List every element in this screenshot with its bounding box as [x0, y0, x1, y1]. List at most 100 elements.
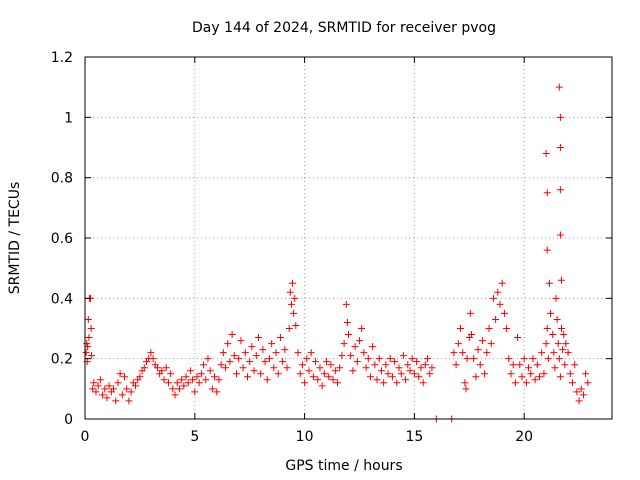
data-point — [380, 379, 388, 387]
data-point — [287, 300, 295, 308]
data-point — [498, 279, 506, 287]
data-point — [454, 340, 462, 348]
data-point — [426, 370, 434, 378]
data-point — [527, 370, 535, 378]
data-point — [404, 361, 412, 369]
data-point — [90, 379, 98, 387]
data-point — [554, 340, 562, 348]
data-point — [219, 349, 227, 357]
data-point — [289, 279, 297, 287]
data-point — [147, 349, 155, 357]
data-point — [226, 358, 234, 366]
data-point — [579, 391, 587, 399]
data-point — [542, 150, 550, 158]
data-point — [533, 361, 541, 369]
data-point — [538, 349, 546, 357]
data-point — [197, 370, 205, 378]
data-point — [127, 388, 135, 396]
grid — [85, 57, 612, 419]
data-point — [419, 379, 427, 387]
data-point — [520, 355, 528, 363]
data-point — [467, 331, 475, 339]
data-point — [235, 355, 243, 363]
series-pvog — [82, 83, 592, 423]
data-point — [316, 364, 324, 372]
data-point — [369, 343, 377, 351]
data-point — [228, 331, 236, 339]
data-point — [325, 373, 333, 381]
data-point — [92, 388, 100, 396]
data-point — [320, 370, 328, 378]
data-point — [462, 385, 470, 393]
data-point — [489, 294, 497, 302]
data-point — [305, 367, 313, 375]
x-tick-label: 10 — [296, 429, 314, 445]
data-point — [452, 361, 460, 369]
data-point — [371, 361, 379, 369]
data-point — [543, 189, 551, 197]
data-point — [314, 376, 322, 384]
data-point — [140, 364, 148, 372]
data-point — [164, 379, 172, 387]
data-point — [362, 364, 370, 372]
data-point — [556, 373, 564, 381]
data-point — [87, 325, 95, 332]
data-point — [415, 373, 423, 381]
data-point — [336, 364, 344, 372]
data-point — [114, 379, 122, 387]
data-point — [292, 321, 300, 329]
data-point — [507, 370, 515, 378]
data-point — [184, 379, 192, 387]
y-tick-label: 1 — [64, 110, 73, 126]
data-point — [562, 340, 570, 348]
data-point — [112, 397, 120, 405]
data-point — [421, 361, 429, 369]
data-point — [331, 367, 339, 375]
data-point — [189, 376, 197, 384]
data-point — [351, 343, 359, 351]
data-point — [224, 340, 232, 348]
data-point — [301, 379, 309, 387]
data-point — [213, 388, 221, 396]
data-point — [552, 294, 560, 302]
data-point — [373, 376, 381, 384]
data-point — [105, 382, 113, 390]
data-point — [123, 385, 131, 393]
data-point — [364, 355, 372, 363]
data-point — [243, 373, 251, 381]
data-point — [472, 373, 480, 381]
data-point — [505, 355, 513, 363]
data-point — [265, 355, 273, 363]
data-point — [511, 379, 519, 387]
data-point — [466, 309, 474, 317]
y-tick-label: 0.2 — [51, 352, 73, 368]
data-point — [193, 373, 201, 381]
data-point — [463, 355, 471, 363]
data-point — [485, 325, 493, 332]
data-point — [191, 388, 199, 396]
data-point — [237, 337, 245, 345]
data-point — [327, 361, 335, 369]
data-point — [547, 309, 555, 317]
data-point — [261, 358, 269, 366]
x-tick-label: 20 — [515, 429, 533, 445]
data-point — [254, 334, 262, 342]
data-point — [399, 352, 407, 360]
data-point — [345, 331, 352, 339]
data-point — [386, 355, 394, 363]
data-point — [417, 364, 425, 372]
data-point — [564, 349, 572, 357]
data-point — [116, 370, 124, 378]
y-tick-label: 0 — [64, 412, 73, 428]
data-point — [307, 349, 315, 357]
data-point — [487, 340, 495, 348]
data-point — [402, 376, 410, 384]
data-point — [167, 370, 175, 378]
data-point — [377, 367, 385, 375]
data-point — [555, 355, 563, 363]
y-tick-labels: 0 0.2 0.4 0.6 0.8 1 1.2 — [51, 50, 73, 428]
x-tick-label: 0 — [81, 429, 90, 445]
data-point — [494, 288, 502, 296]
data-point — [559, 346, 567, 354]
chart-title: Day 144 of 2024, SRMTID for receiver pvo… — [192, 20, 496, 36]
